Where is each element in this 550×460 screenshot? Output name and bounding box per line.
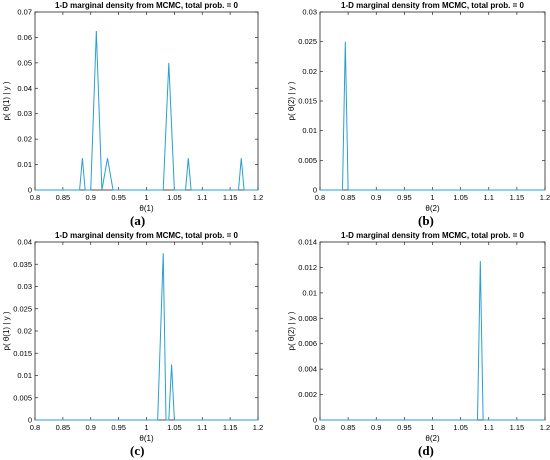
y-tick-label: 0.025 <box>13 304 32 313</box>
x-tick-label: 0.85 <box>341 423 356 432</box>
x-tick-label: 1.15 <box>510 193 525 202</box>
density-line <box>320 261 545 421</box>
plot-area <box>319 11 546 191</box>
x-tick-label: 0.9 <box>86 423 96 432</box>
y-tick-label: 0 <box>28 186 32 195</box>
x-tick-label: 1.05 <box>167 193 182 202</box>
y-tick-label: 0 <box>313 186 317 195</box>
y-tick-label: 0.02 <box>17 135 32 144</box>
density-line <box>320 41 545 191</box>
chart-title: 1-D marginal density from MCMC, total pr… <box>55 1 238 10</box>
y-tick-label: 0.015 <box>298 97 317 106</box>
y-tick-label: 0.005 <box>298 156 317 165</box>
plot-area <box>34 241 259 421</box>
x-axis-label: θ(1) <box>139 434 154 443</box>
x-tick-label: 0.85 <box>56 423 71 432</box>
x-tick-label: 0.8 <box>30 423 40 432</box>
y-tick-label: 0.004 <box>298 365 317 374</box>
x-tick-label: 1.1 <box>197 423 207 432</box>
x-tick-label: 1 <box>144 193 148 202</box>
y-tick-label: 0.01 <box>302 288 317 297</box>
y-tick-label: 0.015 <box>13 349 32 358</box>
y-tick-label: 0.04 <box>17 84 32 93</box>
y-tick-label: 0.06 <box>17 33 32 42</box>
y-tick-label: 0.02 <box>17 327 32 336</box>
y-tick-label: 0.04 <box>17 238 32 247</box>
y-tick-label: 0.01 <box>302 126 317 135</box>
x-tick-label: 1.1 <box>484 193 494 202</box>
x-tick-label: 0.8 <box>30 193 40 202</box>
plot-area <box>319 241 546 421</box>
x-tick-label: 1.2 <box>540 193 550 202</box>
x-tick-label: 0.9 <box>371 423 381 432</box>
x-tick-label: 0.8 <box>315 193 325 202</box>
x-tick-label: 0.9 <box>371 193 381 202</box>
chart-1: 0.8 0.85 0.9 0.95 1 1.05 1.1 1.15 1.2 0 0.01 0.02 0.… <box>2 1 263 213</box>
panel-label-d: (d) <box>418 443 434 458</box>
x-axis-label: θ(2) <box>425 434 440 443</box>
chart-2: 0.8 0.85 0.9 0.95 1 1.05 1.1 1.15 1.2 0 0.005 0.01 0… <box>287 1 550 213</box>
x-tick-label: 0.95 <box>397 193 412 202</box>
y-tick-label: 0.02 <box>302 67 317 76</box>
y-axis-label: p( θ(1) | y ) <box>2 81 11 120</box>
panel-label-b: (b) <box>418 213 434 228</box>
x-tick-label: 0.95 <box>111 423 126 432</box>
x-tick-label: 1.05 <box>167 423 182 432</box>
y-tick-label: 0.014 <box>298 238 317 247</box>
chart-3: 0.8 0.85 0.9 0.95 1 1.05 1.1 1.15 1.2 0 0.005 0.01 0… <box>2 231 263 443</box>
x-tick-label: 1 <box>430 193 434 202</box>
panel-label-c: (c) <box>130 443 145 458</box>
y-tick-label: 0.07 <box>17 8 32 17</box>
y-tick-label: 0.035 <box>13 260 32 269</box>
y-tick-label: 0.006 <box>298 339 317 348</box>
y-tick-label: 0 <box>28 416 32 425</box>
y-tick-label: 0 <box>313 416 317 425</box>
x-tick-label: 0.9 <box>86 193 96 202</box>
y-tick-label: 0.012 <box>298 263 317 272</box>
x-tick-label: 1.2 <box>540 423 550 432</box>
chart-title: 1-D marginal density from MCMC, total pr… <box>341 1 524 10</box>
y-tick-label: 0.03 <box>17 282 32 291</box>
y-tick-label: 0.03 <box>17 109 32 118</box>
x-axis-label: θ(1) <box>139 204 154 213</box>
x-tick-label: 0.85 <box>341 193 356 202</box>
y-tick-label: 0.05 <box>17 58 32 67</box>
chart-title: 1-D marginal density from MCMC, total pr… <box>55 231 238 240</box>
x-tick-label: 0.85 <box>56 193 71 202</box>
chart-title: 1-D marginal density from MCMC, total pr… <box>341 231 524 240</box>
x-tick-label: 1 <box>144 423 148 432</box>
x-tick-label: 1.1 <box>484 423 494 432</box>
x-tick-label: 1.15 <box>510 423 525 432</box>
x-tick-label: 1.15 <box>223 423 238 432</box>
x-tick-label: 0.8 <box>315 423 325 432</box>
y-tick-label: 0.005 <box>13 393 32 402</box>
y-axis-label: p( θ(2) | y ) <box>287 311 296 350</box>
y-tick-label: 0.025 <box>298 37 317 46</box>
x-tick-label: 0.95 <box>397 423 412 432</box>
y-tick-label: 0.01 <box>17 160 32 169</box>
y-axis-label: p( θ(2) | y ) <box>287 81 296 120</box>
plot-area <box>34 11 259 191</box>
x-tick-label: 1 <box>430 423 434 432</box>
density-line <box>35 31 258 191</box>
x-tick-label: 1.15 <box>223 193 238 202</box>
y-tick-label: 0.002 <box>298 390 317 399</box>
chart-4: 0.8 0.85 0.9 0.95 1 1.05 1.1 1.15 1.2 0 0.002 0.004… <box>287 231 550 443</box>
y-tick-label: 0.008 <box>298 314 317 323</box>
panel-label-a: (a) <box>130 213 146 228</box>
density-line <box>35 253 258 421</box>
x-tick-label: 1.05 <box>453 423 468 432</box>
x-tick-label: 1.05 <box>453 193 468 202</box>
x-axis-label: θ(2) <box>425 204 440 213</box>
y-tick-label: 0.01 <box>17 371 32 380</box>
x-tick-label: 1.2 <box>253 193 263 202</box>
x-tick-label: 1.2 <box>253 423 263 432</box>
y-tick-label: 0.03 <box>302 8 317 17</box>
y-axis-label: p( θ(1) | y ) <box>2 311 11 350</box>
x-tick-label: 1.1 <box>197 193 207 202</box>
x-tick-label: 0.95 <box>111 193 126 202</box>
